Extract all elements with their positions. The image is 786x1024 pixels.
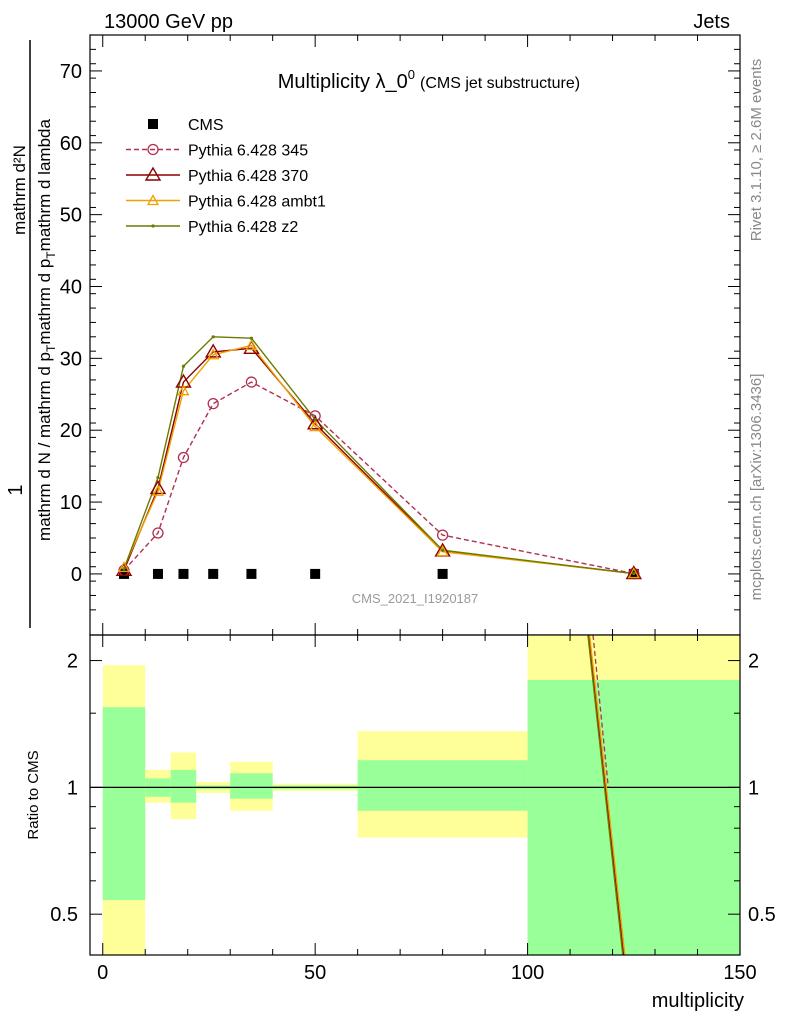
y-tick-label: 30 [60, 348, 82, 370]
y-tick-label: 20 [60, 420, 82, 442]
data-point-ambt1 [627, 567, 640, 579]
ratio-y-tick-label-right: 0.5 [748, 904, 776, 926]
data-point-ambt1 [177, 384, 190, 396]
ratio-panel: 0.5 0.5 1 1 2 2 0 50 100 150 Ratio to CMS multipl… [25, 634, 776, 1012]
ratio-y-tick-label: 1 [67, 777, 78, 799]
data-point-data [118, 568, 129, 579]
ratio-line-ambt1 [588, 634, 626, 956]
ratio-line-p345 [592, 634, 609, 788]
data-point-p345 [436, 529, 449, 541]
data-point-z2 [122, 567, 126, 571]
data-point-p345 [245, 376, 258, 388]
y-tick-label: 0 [71, 564, 82, 586]
data-point-data [310, 568, 321, 579]
data-point-ambt1 [151, 484, 165, 496]
y-tick-label: 70 [60, 61, 82, 83]
series-line-p345 [123, 381, 634, 575]
ratio-y-tick-label-right: 2 [748, 651, 759, 673]
legend-marker-ambt1 [146, 194, 160, 206]
data-point-z2 [181, 364, 186, 368]
data-point-ambt1 [245, 339, 258, 351]
data-point-z2 [249, 336, 254, 340]
legend-label: Pythia 6.428 370 [188, 168, 308, 185]
series-line-p370 [123, 347, 634, 575]
rivet-label: Rivet 3.1.10, ≥ 2.6M events [748, 59, 765, 242]
data-point-data [246, 568, 257, 579]
data-point-p345 [152, 527, 164, 539]
upper-panel: 0 10 20 30 40 50 60 70 Multiplicity λ_00 (CMS j… [60, 34, 741, 636]
ratio-line-p370 [588, 634, 625, 956]
mcplots-label: mcplots.cern.ch [arXiv:1306.3436] [748, 374, 765, 601]
ylabel-numerator: 1 [5, 484, 27, 495]
data-point-data [178, 568, 189, 579]
data-point-z2 [441, 548, 445, 552]
data-point-z2 [156, 476, 160, 480]
ratio-y-tick-label-right: 1 [748, 777, 759, 799]
data-point-ambt1 [117, 561, 131, 573]
legend: CMS Pythia 6.428 345 Pythia 6.428 370 Pythi… [126, 117, 326, 236]
data-point-data [208, 568, 219, 579]
ratio-band-inner [230, 773, 273, 799]
plot-title: Multiplicity λ_00 [278, 67, 415, 93]
y-tick-label: 10 [60, 492, 82, 514]
series-line-ambt1 [123, 344, 634, 575]
ratio-band-inner [102, 707, 146, 901]
ylabel-numerator-extra: mathrm d²N [10, 145, 29, 235]
series-line-z2 [123, 336, 634, 575]
data-point-ambt1 [436, 545, 449, 557]
legend-marker-z2 [151, 224, 155, 228]
lower-frame [89, 634, 741, 956]
header-left: 13000 GeV pp [104, 11, 233, 33]
data-point-p370 [204, 343, 222, 358]
y-tick-label: 50 [60, 205, 82, 227]
ratio-line-z2 [587, 634, 624, 956]
data-point-p370 [149, 480, 167, 495]
data-point-ambt1 [207, 348, 220, 360]
data-point-z2 [211, 335, 215, 339]
ratio-ylabel: Ratio to CMS [25, 750, 42, 839]
data-point-ambt1 [309, 420, 322, 432]
legend-marker-p345 [147, 143, 159, 156]
legend-marker-p370 [144, 166, 162, 181]
data-point-data [437, 568, 448, 579]
data-point-data [152, 568, 163, 579]
ratio-band-inner [527, 679, 740, 955]
ratio-y-tick-label: 2 [67, 651, 78, 673]
data-point-p370 [306, 415, 324, 430]
data-point-p370 [625, 565, 643, 580]
x-tick-label: 150 [723, 962, 756, 984]
x-tick-label: 100 [511, 962, 544, 984]
legend-label: Pythia 6.428 345 [188, 143, 308, 160]
x-axis-label: multiplicity [652, 990, 744, 1012]
data-point-z2 [313, 417, 317, 422]
y-tick-label: 40 [60, 276, 82, 298]
data-point-p345 [207, 397, 219, 410]
ylabel-denominator: mathrm d N / mathrm d pTmathrm d pTmathr… [35, 119, 58, 541]
analysis-id: CMS_2021_I1920187 [352, 591, 479, 606]
upper-ylabel: 1 mathrm d²N mathrm d N / mathrm d pTmat… [5, 40, 58, 628]
header-right: Jets [693, 11, 730, 33]
legend-label: Pythia 6.428 z2 [188, 219, 298, 236]
data-point-z2 [632, 571, 636, 576]
data-point-p345 [177, 451, 190, 464]
y-tick-label: 60 [60, 133, 82, 155]
plot-subtitle: (CMS jet substructure) [420, 75, 580, 92]
ratio-y-tick-label: 0.5 [50, 904, 78, 926]
legend-marker-data [148, 119, 158, 129]
x-tick-label: 0 [97, 962, 108, 984]
ratio-band-inner [170, 769, 197, 803]
legend-label: CMS [188, 117, 224, 134]
x-tick-label: 50 [304, 962, 326, 984]
legend-label: Pythia 6.428 ambt1 [188, 194, 326, 211]
data-point-p370 [175, 373, 192, 388]
ratio-band-inner [357, 760, 528, 811]
